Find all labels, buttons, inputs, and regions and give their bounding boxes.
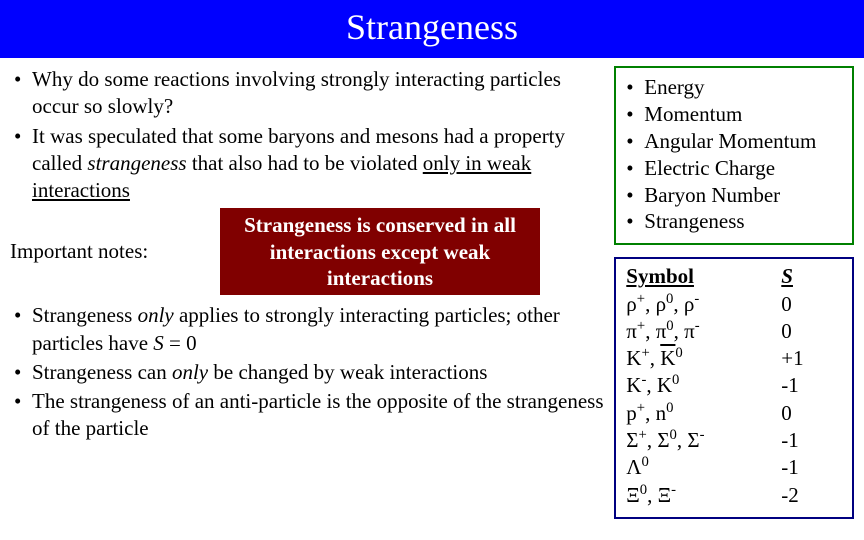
table-header: Symbol S — [626, 263, 844, 290]
cell-symbol: K-, K0 — [626, 372, 781, 399]
title-bar: Strangeness — [0, 0, 864, 58]
cell-s: 0 — [781, 318, 821, 345]
list-item: Angular Momentum — [624, 128, 844, 155]
right-column: Energy Momentum Angular Momentum Electri… — [614, 66, 854, 519]
cell-symbol: Λ0 — [626, 454, 781, 481]
page-title: Strangeness — [346, 7, 518, 47]
cell-s: -1 — [781, 454, 821, 481]
cell-symbol: K+, K0 — [626, 345, 781, 372]
cell-symbol: Ξ0, Ξ- — [626, 482, 781, 509]
table-row: Λ0 -1 — [626, 454, 844, 481]
table-row: Ξ0, Ξ- -2 — [626, 482, 844, 509]
cell-s: 0 — [781, 400, 821, 427]
table-row: π+, π0, π- 0 — [626, 318, 844, 345]
header-symbol: Symbol — [626, 263, 781, 290]
cell-s: +1 — [781, 345, 821, 372]
content-area: Why do some reactions involving strongly… — [0, 58, 864, 527]
left-column: Why do some reactions involving strongly… — [10, 66, 614, 519]
table-row: Σ+, Σ0, Σ- -1 — [626, 427, 844, 454]
cell-symbol: π+, π0, π- — [626, 318, 781, 345]
cell-symbol: Σ+, Σ0, Σ- — [626, 427, 781, 454]
notes-bullets: Strangeness only applies to strongly int… — [10, 302, 604, 442]
intro-bullets: Why do some reactions involving strongly… — [10, 66, 604, 204]
bullet-item: Strangeness only applies to strongly int… — [10, 302, 604, 357]
cell-symbol: ρ+, ρ0, ρ- — [626, 291, 781, 318]
cell-s: 0 — [781, 291, 821, 318]
header-s: S — [781, 263, 821, 290]
conserved-quantities-box: Energy Momentum Angular Momentum Electri… — [614, 66, 854, 245]
bullet-item: It was speculated that some baryons and … — [10, 123, 604, 205]
table-row: K+, K0 +1 — [626, 345, 844, 372]
bullet-item: Strangeness can only be changed by weak … — [10, 359, 604, 386]
table-row: K-, K0 -1 — [626, 372, 844, 399]
table-row: ρ+, ρ0, ρ- 0 — [626, 291, 844, 318]
conserved-list: Energy Momentum Angular Momentum Electri… — [624, 74, 844, 235]
bullet-item: Why do some reactions involving strongly… — [10, 66, 604, 121]
cell-s: -1 — [781, 427, 821, 454]
cell-symbol: p+, n0 — [626, 400, 781, 427]
list-item: Momentum — [624, 101, 844, 128]
list-item: Energy — [624, 74, 844, 101]
list-item: Electric Charge — [624, 155, 844, 182]
list-item: Strangeness — [624, 208, 844, 235]
cell-s: -2 — [781, 482, 821, 509]
strangeness-table: Symbol S ρ+, ρ0, ρ- 0 π+, π0, π- 0 K+, K… — [614, 257, 854, 519]
cell-s: -1 — [781, 372, 821, 399]
list-item: Baryon Number — [624, 182, 844, 209]
table-row: p+, n0 0 — [626, 400, 844, 427]
bullet-item: The strangeness of an anti-particle is t… — [10, 388, 604, 443]
